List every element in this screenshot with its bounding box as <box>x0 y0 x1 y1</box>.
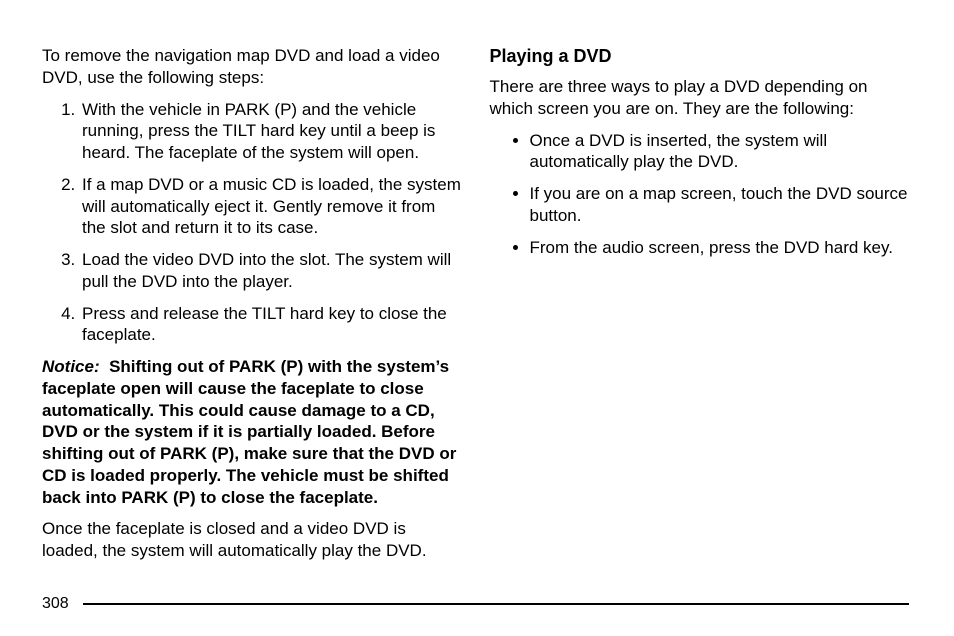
right-column: Playing a DVD There are three ways to pl… <box>490 45 910 594</box>
section-heading: Playing a DVD <box>490 45 910 68</box>
notice-body: Shifting out of PARK (P) with the system… <box>42 357 456 507</box>
left-intro: To remove the navigation map DVD and loa… <box>42 45 462 89</box>
step-item: If a map DVD or a music CD is loaded, th… <box>80 174 462 239</box>
bullet-list: Once a DVD is inserted, the system will … <box>490 130 910 259</box>
page-number: 308 <box>42 594 83 614</box>
right-intro: There are three ways to play a DVD depen… <box>490 76 910 120</box>
bullet-item: Once a DVD is inserted, the system will … <box>530 130 910 174</box>
left-column: To remove the navigation map DVD and loa… <box>42 45 462 594</box>
columns: To remove the navigation map DVD and loa… <box>42 45 909 594</box>
bullet-item: From the audio screen, press the DVD har… <box>530 237 910 259</box>
bullet-item: If you are on a map screen, touch the DV… <box>530 183 910 227</box>
closing-paragraph: Once the faceplate is closed and a video… <box>42 518 462 562</box>
page-footer: 308 <box>42 594 909 636</box>
footer-rule <box>83 603 909 605</box>
notice-label: Notice: <box>42 357 100 376</box>
step-item: Press and release the TILT hard key to c… <box>80 303 462 347</box>
page: To remove the navigation map DVD and loa… <box>0 0 954 636</box>
steps-list: With the vehicle in PARK (P) and the veh… <box>42 99 462 347</box>
step-item: Load the video DVD into the slot. The sy… <box>80 249 462 293</box>
step-item: With the vehicle in PARK (P) and the veh… <box>80 99 462 164</box>
notice-paragraph: Notice: Shifting out of PARK (P) with th… <box>42 356 462 508</box>
